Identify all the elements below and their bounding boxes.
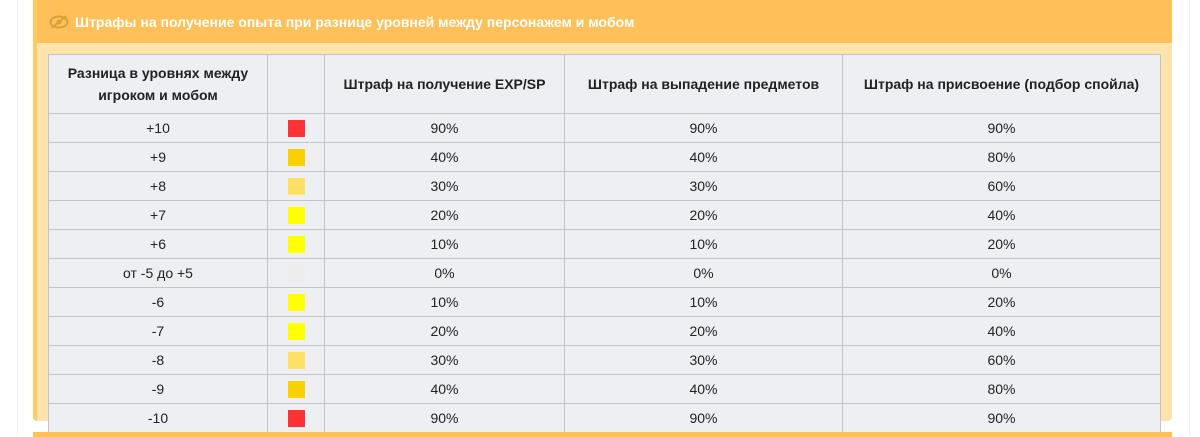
eye-slash-icon — [49, 14, 69, 29]
color-swatch — [287, 148, 305, 166]
header-exp-penalty: Штраф на получение EXP/SP — [324, 54, 565, 114]
color-cell — [267, 345, 325, 375]
header-drop-penalty: Штраф на выпадение предметов — [564, 54, 843, 114]
color-cell — [267, 171, 325, 201]
spoil-penalty: 40% — [842, 316, 1161, 346]
drop-penalty: 10% — [564, 229, 843, 259]
spoil-penalty: 0% — [842, 258, 1161, 288]
penalty-table: Разница в уровнях между игроком и мобом … — [48, 54, 1161, 433]
page-frame — [17, 0, 1190, 435]
header-spoil-penalty: Штраф на присвоение (подбор спойла) — [842, 54, 1161, 114]
color-cell — [267, 316, 325, 346]
table-row: -9 40% 40% 80% — [48, 374, 1161, 404]
exp-penalty: 10% — [324, 287, 565, 317]
drop-penalty: 10% — [564, 287, 843, 317]
color-swatch — [287, 206, 305, 224]
color-swatch — [287, 409, 305, 427]
level-diff: -8 — [48, 345, 268, 375]
level-diff: от -5 до +5 — [48, 258, 268, 288]
panel-title: Штрафы на получение опыта при разнице ур… — [75, 13, 635, 30]
drop-penalty: 20% — [564, 316, 843, 346]
drop-penalty: 30% — [564, 171, 843, 201]
level-diff: +7 — [48, 200, 268, 230]
drop-penalty: 90% — [564, 113, 843, 143]
penalty-panel: Штрафы на получение опыта при разнице ур… — [33, 0, 1172, 433]
level-diff: -10 — [48, 403, 268, 433]
color-cell — [267, 229, 325, 259]
color-swatch — [287, 264, 305, 282]
color-cell — [267, 142, 325, 172]
color-swatch — [287, 293, 305, 311]
level-diff: -7 — [48, 316, 268, 346]
drop-penalty: 0% — [564, 258, 843, 288]
level-diff: +10 — [48, 113, 268, 143]
table-row: -7 20% 20% 40% — [48, 316, 1161, 346]
exp-penalty: 30% — [324, 345, 565, 375]
exp-penalty: 20% — [324, 316, 565, 346]
spoil-penalty: 60% — [842, 345, 1161, 375]
exp-penalty: 30% — [324, 171, 565, 201]
table-row: от -5 до +5 0% 0% 0% — [48, 258, 1161, 288]
color-cell — [267, 113, 325, 143]
color-cell — [267, 258, 325, 288]
level-diff: +9 — [48, 142, 268, 172]
exp-penalty: 40% — [324, 374, 565, 404]
spoil-penalty: 80% — [842, 374, 1161, 404]
drop-penalty: 30% — [564, 345, 843, 375]
level-diff: -6 — [48, 287, 268, 317]
drop-penalty: 20% — [564, 200, 843, 230]
header-level-diff: Разница в уровнях между игроком и мобом — [48, 54, 268, 114]
exp-penalty: 20% — [324, 200, 565, 230]
table-row: +6 10% 10% 20% — [48, 229, 1161, 259]
exp-penalty: 0% — [324, 258, 565, 288]
color-swatch — [287, 322, 305, 340]
color-swatch — [287, 235, 305, 253]
color-cell — [267, 374, 325, 404]
color-cell — [267, 200, 325, 230]
table-header-row: Разница в уровнях между игроком и мобом … — [48, 54, 1161, 114]
table-row: +10 90% 90% 90% — [48, 113, 1161, 143]
spoil-penalty: 20% — [842, 229, 1161, 259]
exp-penalty: 40% — [324, 142, 565, 172]
spoil-penalty: 80% — [842, 142, 1161, 172]
panel-header[interactable]: Штрафы на получение опыта при разнице ур… — [37, 0, 1172, 43]
level-diff: +8 — [48, 171, 268, 201]
table-row: +7 20% 20% 40% — [48, 200, 1161, 230]
spoil-penalty: 60% — [842, 171, 1161, 201]
exp-penalty: 90% — [324, 403, 565, 433]
color-cell — [267, 403, 325, 433]
drop-penalty: 40% — [564, 374, 843, 404]
spoil-penalty: 90% — [842, 113, 1161, 143]
color-swatch — [287, 119, 305, 137]
level-diff: -9 — [48, 374, 268, 404]
table-row: -8 30% 30% 60% — [48, 345, 1161, 375]
level-diff: +6 — [48, 229, 268, 259]
spoil-penalty: 20% — [842, 287, 1161, 317]
table-row: +9 40% 40% 80% — [48, 142, 1161, 172]
color-swatch — [287, 177, 305, 195]
table-row: -6 10% 10% 20% — [48, 287, 1161, 317]
color-swatch — [287, 380, 305, 398]
header-color — [267, 54, 325, 114]
color-swatch — [287, 351, 305, 369]
color-cell — [267, 287, 325, 317]
spoil-penalty: 40% — [842, 200, 1161, 230]
drop-penalty: 40% — [564, 142, 843, 172]
exp-penalty: 90% — [324, 113, 565, 143]
table-row: -10 90% 90% 90% — [48, 403, 1161, 433]
exp-penalty: 10% — [324, 229, 565, 259]
spoil-penalty: 90% — [842, 403, 1161, 433]
table-row: +8 30% 30% 60% — [48, 171, 1161, 201]
drop-penalty: 90% — [564, 403, 843, 433]
